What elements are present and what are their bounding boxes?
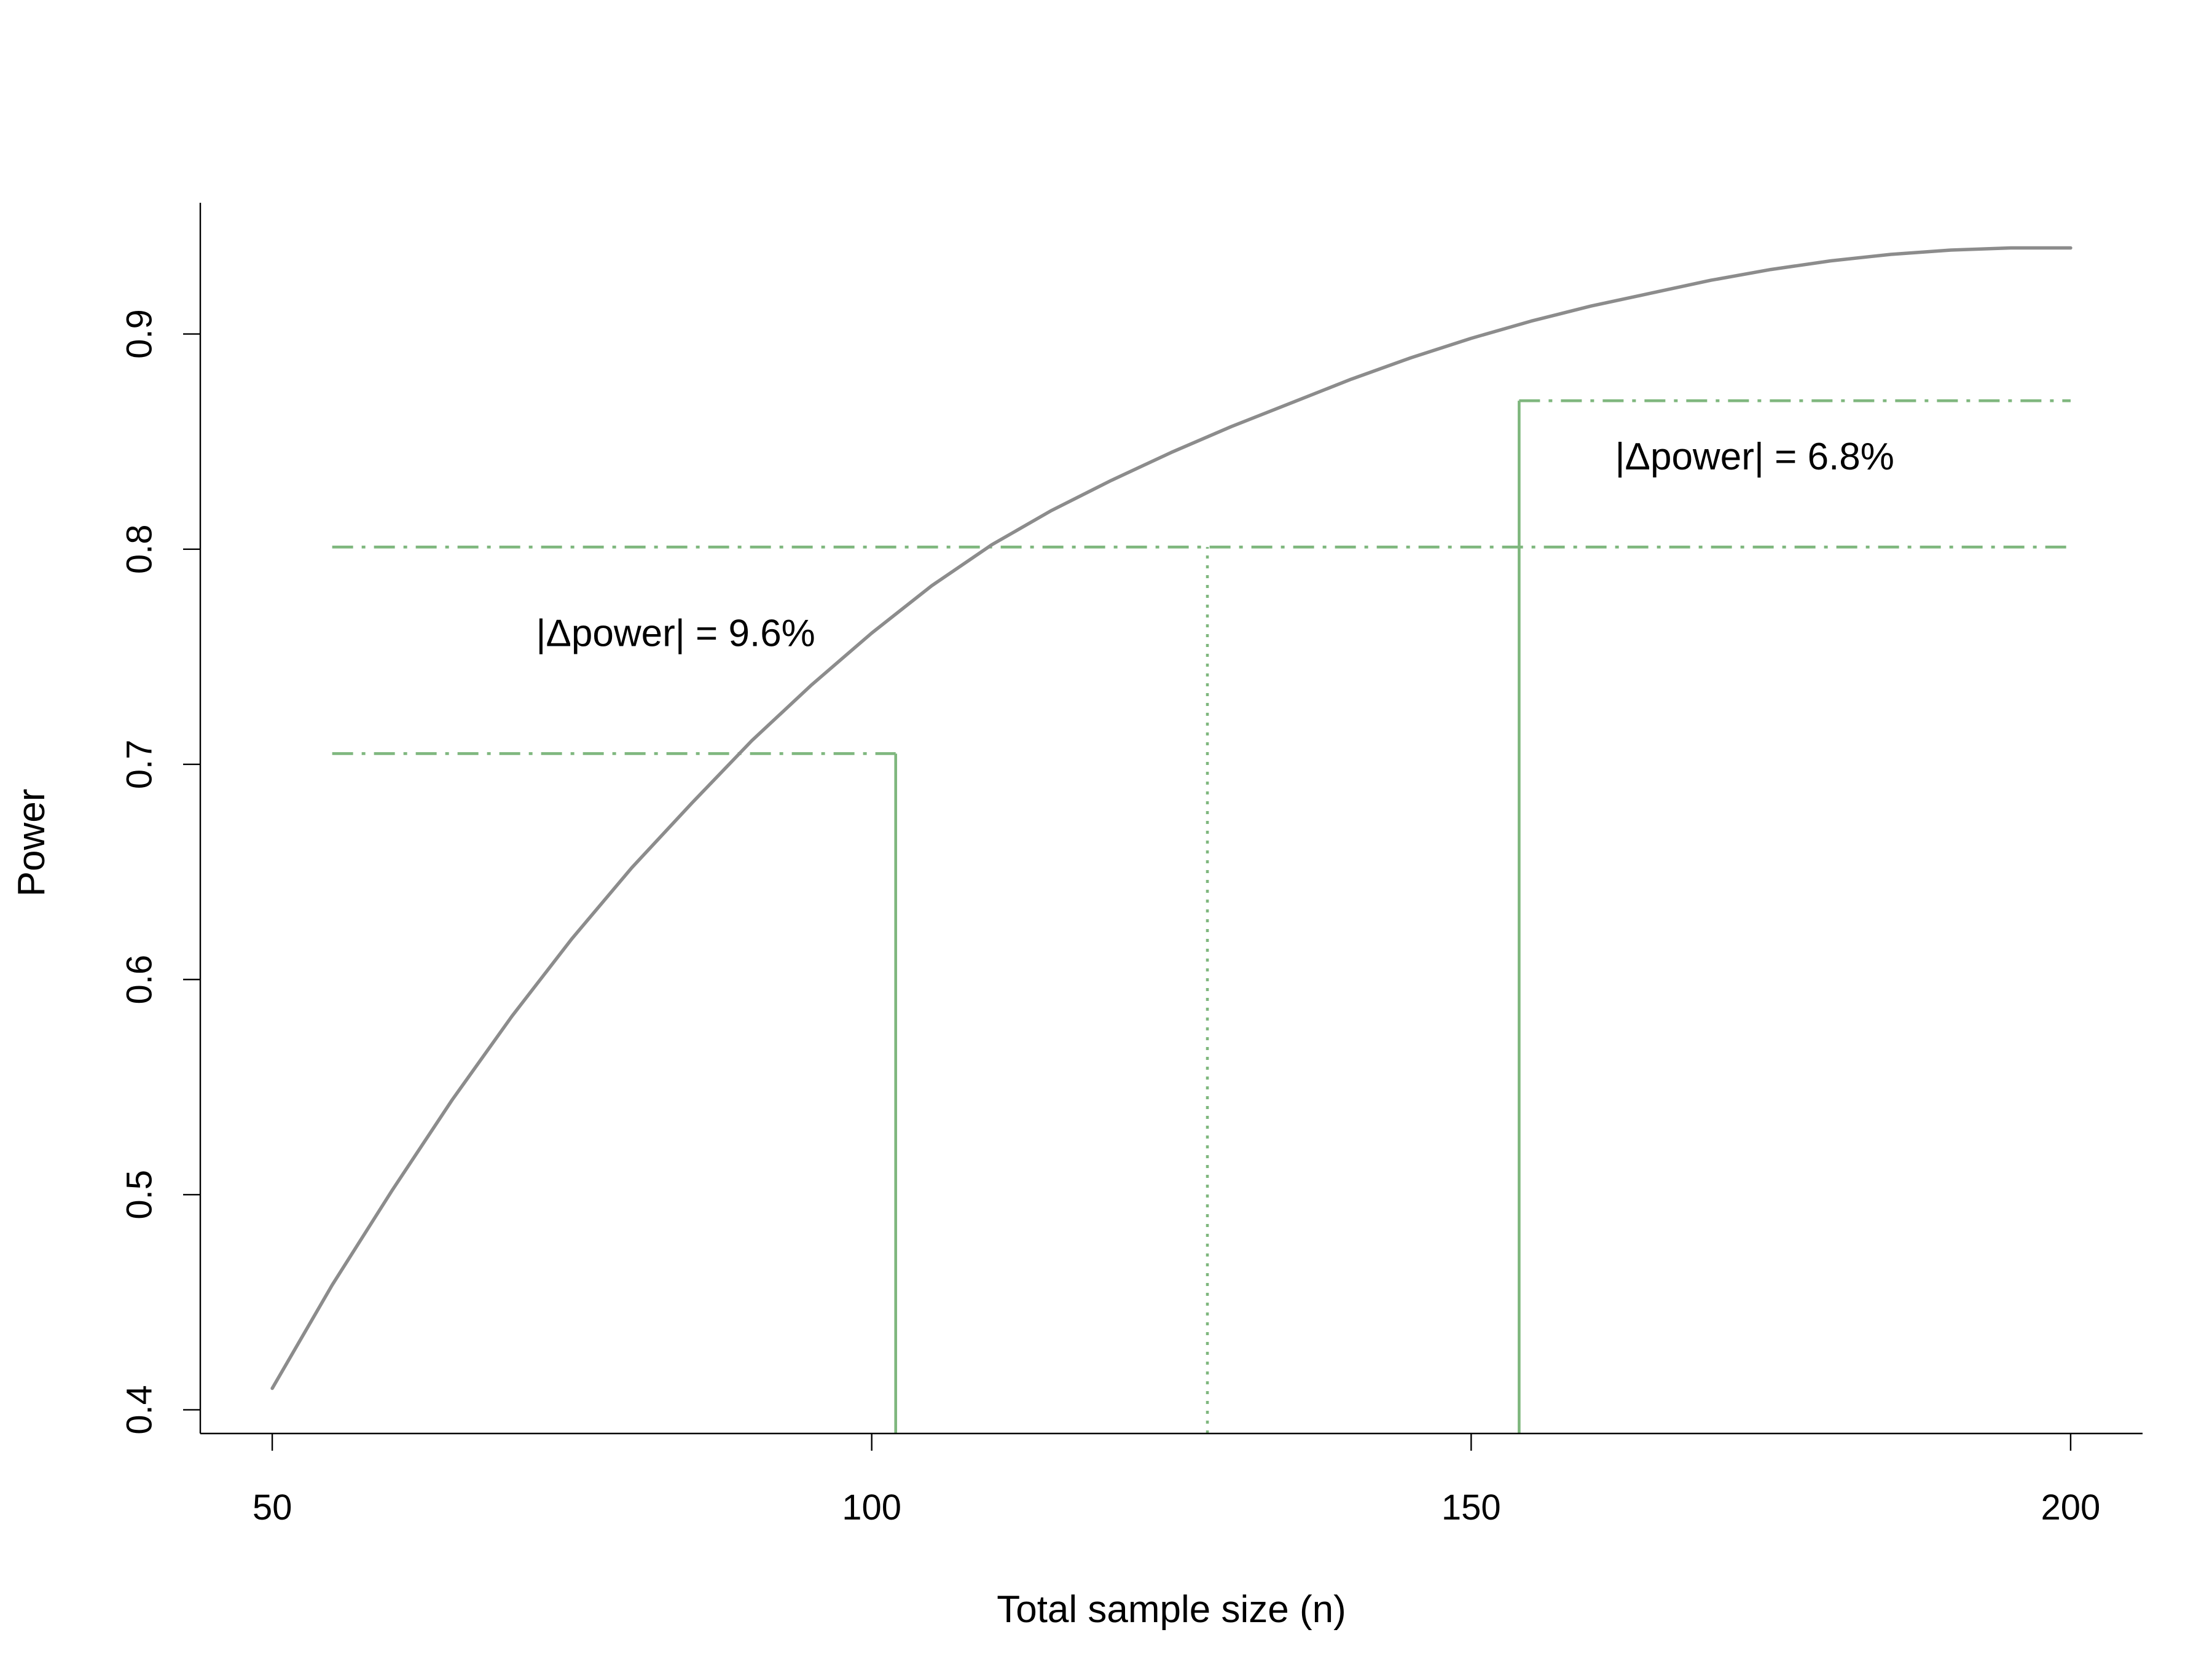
x-axis-title: Total sample size (n) xyxy=(997,1588,1346,1631)
series-layer xyxy=(270,246,2073,1390)
y-axis-title: Power xyxy=(10,789,53,897)
y-tick-label-0.4: 0.4 xyxy=(119,1385,159,1435)
x-tick-label-200: 200 xyxy=(2041,1488,2101,1528)
y-tick-label-0.9: 0.9 xyxy=(119,309,159,359)
x-tick-label-100: 100 xyxy=(842,1488,901,1528)
annotation-delta-power-right: |Δpower| = 6.8% xyxy=(1615,436,1894,478)
ticks: 50 100 150 200 0.4 0.5 0.6 0.7 0.8 0.9 xyxy=(119,309,2100,1528)
axes xyxy=(199,203,2143,1435)
y-tick-label-0.7: 0.7 xyxy=(119,740,159,790)
y-tick-label-0.8: 0.8 xyxy=(119,524,159,574)
x-tick-label-50: 50 xyxy=(253,1488,292,1528)
y-tick-label-0.5: 0.5 xyxy=(119,1170,159,1220)
y-tick-label-0.6: 0.6 xyxy=(119,955,159,1005)
reference-lines xyxy=(332,399,2071,1433)
annotation-delta-power-left: |Δpower| = 9.6% xyxy=(536,612,815,654)
power-curve-line xyxy=(270,246,2073,1390)
x-tick-label-150: 150 xyxy=(1441,1488,1501,1528)
